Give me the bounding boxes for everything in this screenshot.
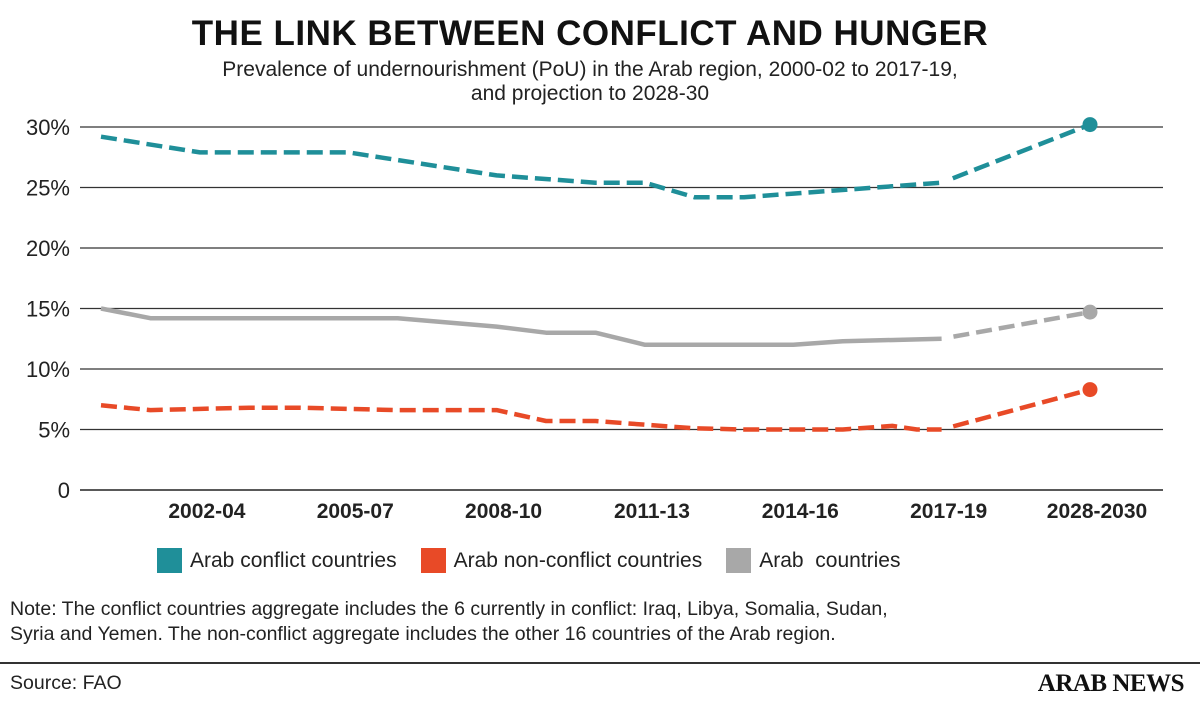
projection-point — [1082, 304, 1098, 320]
legend-item-non-conflict: Arab non-conflict countries — [420, 548, 703, 573]
y-tick-label: 20% — [26, 236, 70, 261]
footnote-line-2: Syria and Yemen. The non-conflict aggreg… — [10, 623, 836, 645]
projection-point — [1082, 382, 1098, 398]
source-credit: Source: FAO — [10, 672, 122, 694]
x-tick-label: 2011-13 — [614, 500, 690, 523]
legend-item-conflict: Arab conflict countries — [157, 548, 397, 573]
legend-swatch-conflict — [157, 548, 182, 573]
legend-swatch-non-conflict — [420, 548, 446, 573]
legend-label-non-conflict: Arab non-conflict countries — [453, 548, 703, 572]
subtitle-line-1: Prevalence of undernourishment (PoU) in … — [222, 58, 958, 81]
projection-line — [953, 309, 1091, 339]
x-tick-label: 2017-19 — [910, 500, 987, 523]
footer-divider — [0, 662, 1200, 664]
y-tick-label: 25% — [26, 176, 70, 201]
projection-point — [1082, 117, 1098, 133]
projection-line — [952, 387, 1091, 429]
series-line — [100, 306, 942, 348]
series-1 — [100, 382, 1098, 432]
line-chart: 0 5% 10% 15% 20% 25% 30% 2002-04 2005-07 2008-10… — [26, 115, 1163, 523]
legend: Arab conflict countries Arab non-conflic… — [157, 548, 925, 573]
y-axis-ticks: 0 5% 10% 15% 20% 25% 30% — [26, 115, 70, 503]
series-0 — [100, 117, 1098, 200]
projection-line — [952, 122, 1091, 181]
legend-label-conflict: Arab conflict countries — [190, 548, 397, 572]
chart-title: THE LINK BETWEEN CONFLICT AND HUNGER — [191, 14, 989, 53]
x-tick-label: 2002-04 — [168, 500, 245, 523]
series-line — [100, 134, 942, 200]
x-axis-ticks: 2002-04 2005-07 2008-10 2011-13 2014-16 2017-… — [168, 500, 1147, 523]
x-tick-label: 2005-07 — [317, 500, 394, 523]
y-tick-label: 30% — [26, 115, 70, 140]
subtitle-line-2: and projection to 2028-30 — [470, 82, 710, 105]
series-line — [100, 403, 942, 432]
footnote-line-1: Note: The conflict countries aggregate i… — [10, 598, 888, 620]
x-tick-label: 2014-16 — [762, 500, 839, 523]
y-tick-label: 15% — [26, 297, 70, 322]
footnote: Note: The conflict countries aggregate i… — [10, 597, 1190, 647]
x-tick-label: 2028-2030 — [1047, 500, 1147, 523]
grid-lines — [80, 126, 1163, 491]
series-2 — [100, 304, 1098, 348]
y-tick-label: 10% — [26, 357, 70, 382]
brand-logo: ARAB NEWS — [1037, 670, 1185, 697]
series-lines — [100, 117, 1098, 432]
legend-swatch-arab — [726, 548, 752, 573]
y-tick-label: 0 — [58, 478, 70, 503]
legend-label-arab: Arab countries — [759, 548, 901, 572]
legend-item-arab: Arab countries — [726, 548, 901, 573]
chart-subtitle: Prevalence of undernourishment (PoU) in … — [0, 58, 1180, 106]
x-tick-label: 2008-10 — [465, 500, 542, 523]
y-tick-label: 5% — [38, 418, 70, 443]
